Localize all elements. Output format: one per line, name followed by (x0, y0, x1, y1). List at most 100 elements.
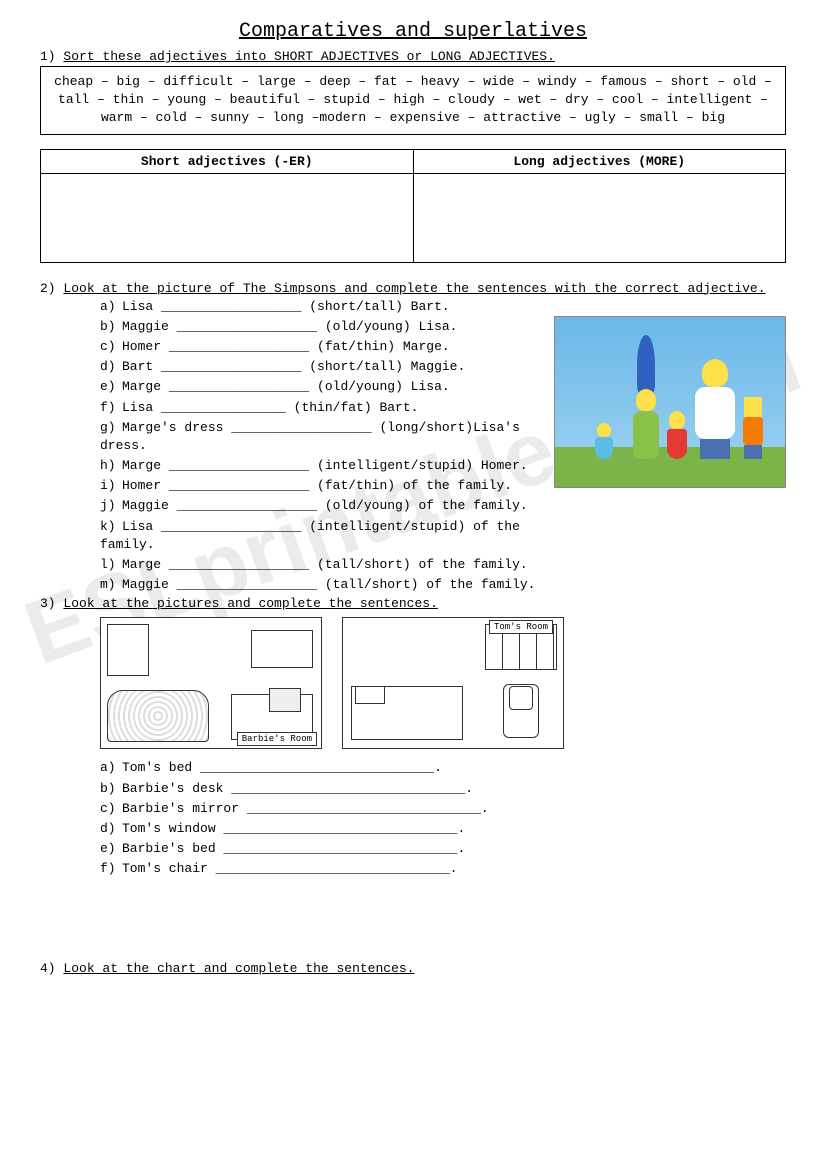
item-letter: m) (100, 576, 122, 594)
question-row: d)Tom's window _________________________… (100, 820, 786, 838)
item-post: . (481, 801, 489, 816)
item-post: (old/young) Lisa. (317, 319, 457, 334)
question-row: d)Bart __________________ (short/tall) M… (100, 358, 546, 376)
ex3-items: a)Tom's bed ____________________________… (100, 759, 786, 878)
ex1-wordbox: cheap – big – difficult – large – deep –… (40, 66, 786, 135)
question-row: l)Marge __________________ (tall/short) … (100, 556, 546, 574)
item-letter: k) (100, 518, 122, 536)
item-pre: Lisa (122, 519, 161, 534)
exercise-2: 2) Look at the picture of The Simpsons a… (40, 281, 786, 597)
ex2-num: 2) (40, 281, 56, 296)
item-letter: b) (100, 780, 122, 798)
ex4-num: 4) (40, 961, 56, 976)
question-row: g)Marge's dress __________________ (long… (100, 419, 546, 455)
ex1-col1-header: Short adjectives (-ER) (41, 149, 414, 173)
item-pre: Homer (122, 339, 169, 354)
ex1-instruction: Sort these adjectives into SHORT ADJECTI… (63, 49, 554, 64)
blank-line[interactable]: __________________ (169, 379, 309, 394)
item-letter: f) (100, 860, 122, 878)
blank-line[interactable]: __________________ (169, 557, 309, 572)
item-post: (intelligent/stupid) Homer. (309, 458, 527, 473)
item-post: (short/tall) Maggie. (301, 359, 465, 374)
blank-line[interactable]: ________________ (161, 400, 286, 415)
blank-line[interactable]: ______________________________ (223, 821, 457, 836)
ex2-instruction: Look at the picture of The Simpsons and … (63, 281, 765, 296)
question-row: f)Tom's chair __________________________… (100, 860, 786, 878)
barbie-room-label: Barbie's Room (237, 732, 317, 746)
item-post: (short/tall) Bart. (301, 299, 449, 314)
blank-line[interactable]: __________________ (169, 458, 309, 473)
item-pre: Maggie (122, 319, 177, 334)
item-pre: Tom's window (122, 821, 223, 836)
item-post: . (450, 861, 458, 876)
ex3-instruction: Look at the pictures and complete the se… (63, 596, 437, 611)
item-pre: Barbie's desk (122, 781, 231, 796)
item-post: (fat/thin) Marge. (309, 339, 449, 354)
item-pre: Lisa (122, 299, 161, 314)
item-pre: Maggie (122, 577, 177, 592)
blank-line[interactable]: __________________ (177, 498, 317, 513)
ex1-col2-header: Long adjectives (MORE) (413, 149, 786, 173)
blank-line[interactable]: __________________ (231, 420, 371, 435)
blank-line[interactable]: ______________________________ (200, 760, 434, 775)
item-letter: i) (100, 477, 122, 495)
item-letter: c) (100, 338, 122, 356)
item-pre: Homer (122, 478, 169, 493)
item-letter: a) (100, 759, 122, 777)
simpsons-image (554, 316, 786, 488)
item-letter: h) (100, 457, 122, 475)
item-post: (old/young) Lisa. (309, 379, 449, 394)
question-row: f)Lisa ________________ (thin/fat) Bart. (100, 399, 546, 417)
item-post: . (465, 781, 473, 796)
ex1-num: 1) (40, 49, 56, 64)
item-post: (old/young) of the family. (317, 498, 528, 513)
item-letter: j) (100, 497, 122, 515)
blank-line[interactable]: __________________ (177, 319, 317, 334)
item-letter: e) (100, 378, 122, 396)
blank-line[interactable]: __________________ (161, 359, 301, 374)
item-post: . (434, 760, 442, 775)
blank-line[interactable]: __________________ (177, 577, 317, 592)
ex1-sort-table: Short adjectives (-ER) Long adjectives (… (40, 149, 786, 263)
ex1-col1-cell[interactable] (41, 173, 414, 262)
blank-line[interactable]: __________________ (169, 478, 309, 493)
blank-line[interactable]: ______________________________ (231, 781, 465, 796)
item-pre: Tom's chair (122, 861, 216, 876)
item-pre: Tom's bed (122, 760, 200, 775)
blank-line[interactable]: __________________ (161, 519, 301, 534)
item-post: (tall/short) of the family. (309, 557, 527, 572)
item-pre: Marge (122, 379, 169, 394)
item-letter: l) (100, 556, 122, 574)
ex1-col2-cell[interactable] (413, 173, 786, 262)
item-letter: b) (100, 318, 122, 336)
question-row: c)Barbie's mirror ______________________… (100, 800, 786, 818)
page-title: Comparatives and superlatives (40, 20, 786, 43)
item-letter: g) (100, 419, 122, 437)
blank-line[interactable]: __________________ (161, 299, 301, 314)
item-pre: Marge's dress (122, 420, 231, 435)
item-post: . (457, 841, 465, 856)
question-row: b)Barbie's desk ________________________… (100, 780, 786, 798)
question-row: j)Maggie __________________ (old/young) … (100, 497, 546, 515)
exercise-3: 3) Look at the pictures and complete the… (40, 596, 786, 878)
question-row: e)Marge __________________ (old/young) L… (100, 378, 546, 396)
ex3-num: 3) (40, 596, 56, 611)
item-letter: d) (100, 358, 122, 376)
blank-line[interactable]: ______________________________ (223, 841, 457, 856)
question-row: k)Lisa __________________ (intelligent/s… (100, 518, 546, 554)
item-pre: Barbie's bed (122, 841, 223, 856)
question-row: m)Maggie __________________ (tall/short)… (100, 576, 546, 594)
item-pre: Marge (122, 557, 169, 572)
blank-line[interactable]: ______________________________ (247, 801, 481, 816)
blank-line[interactable]: ______________________________ (216, 861, 450, 876)
question-row: e)Barbie's bed _________________________… (100, 840, 786, 858)
barbie-room-image: Barbie's Room (100, 617, 322, 749)
item-letter: e) (100, 840, 122, 858)
item-pre: Bart (122, 359, 161, 374)
item-letter: f) (100, 399, 122, 417)
blank-line[interactable]: __________________ (169, 339, 309, 354)
item-post: (tall/short) of the family. (317, 577, 535, 592)
tom-room-label: Tom's Room (489, 620, 553, 634)
question-row: c)Homer __________________ (fat/thin) Ma… (100, 338, 546, 356)
exercise-4: 4) Look at the chart and complete the se… (40, 961, 786, 976)
